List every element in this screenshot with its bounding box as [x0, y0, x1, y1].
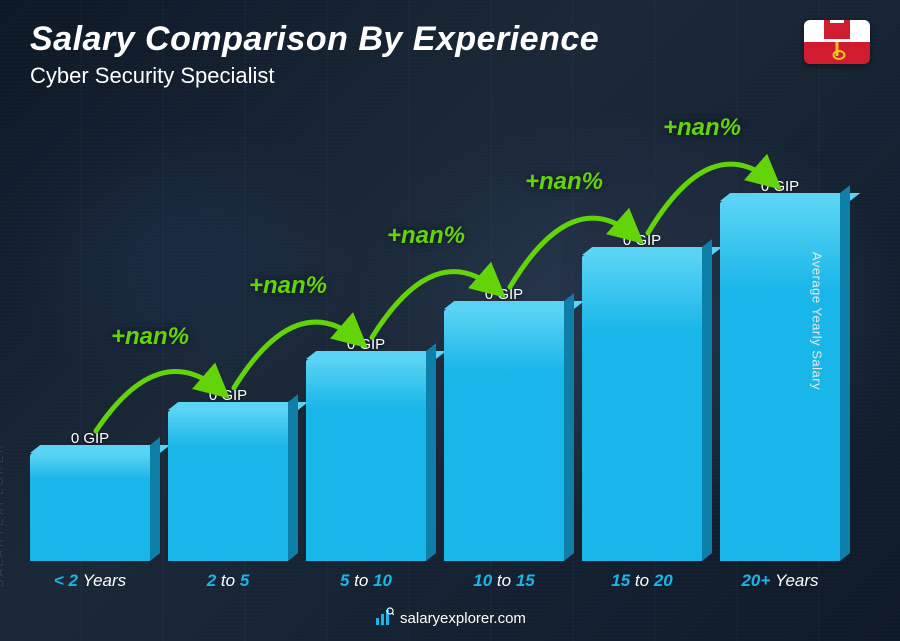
flag-key-icon	[836, 42, 839, 56]
chart-title: Salary Comparison By Experience	[30, 20, 870, 59]
bar-slot: 0 GIP	[168, 387, 288, 561]
x-label: 15 to 20	[582, 571, 702, 591]
x-label: 20+ Years	[720, 571, 840, 591]
bar-front-face	[306, 359, 426, 561]
bar	[30, 453, 150, 561]
brand-text: salaryexplorer.com	[400, 610, 526, 627]
bar-front-face	[444, 309, 564, 561]
bar-side-face	[564, 293, 574, 561]
brand-logo-icon	[374, 607, 394, 631]
bar-side-face	[426, 343, 436, 561]
y-axis-label: Average Yearly Salary	[809, 251, 824, 389]
bar-slot: 0 GIP	[444, 286, 564, 561]
flag-castle-icon	[824, 23, 850, 39]
pct-change-label: +nan%	[525, 168, 603, 196]
bar-front-face	[582, 255, 702, 561]
x-axis-labels: < 2 Years 2 to 5 5 to 10 10 to 15 15 to 20 20…	[30, 571, 840, 591]
x-label: 10 to 15	[444, 571, 564, 591]
bar-side-face	[288, 394, 298, 561]
pct-change-label: +nan%	[663, 114, 741, 142]
bar	[168, 410, 288, 561]
bar-front-face	[30, 453, 150, 561]
bar-slot: 0 GIP	[30, 430, 150, 561]
bar-side-face	[840, 185, 850, 561]
x-label: < 2 Years	[30, 571, 150, 591]
pct-change-label: +nan%	[111, 323, 189, 351]
pct-change-label: +nan%	[249, 272, 327, 300]
watermark-text: SALARYEXPLORER	[0, 442, 6, 587]
bar-front-face	[168, 410, 288, 561]
bar-slot: 0 GIP	[582, 232, 702, 561]
x-label: 2 to 5	[168, 571, 288, 591]
bar	[444, 309, 564, 561]
pct-change-label: +nan%	[387, 222, 465, 250]
chart-subtitle: Cyber Security Specialist	[30, 63, 870, 89]
bar-side-face	[150, 437, 160, 561]
flag-gibraltar-icon	[804, 20, 870, 64]
bar	[306, 359, 426, 561]
brand-footer: salaryexplorer.com	[0, 607, 900, 631]
bar-slot: 0 GIP	[306, 336, 426, 561]
x-label: 5 to 10	[306, 571, 426, 591]
header: Salary Comparison By Experience Cyber Se…	[30, 20, 870, 89]
bar-side-face	[702, 239, 712, 561]
bar	[582, 255, 702, 561]
bar-chart: 0 GIP0 GIP0 GIP0 GIP0 GIP0 GIP < 2 Years…	[30, 120, 840, 591]
